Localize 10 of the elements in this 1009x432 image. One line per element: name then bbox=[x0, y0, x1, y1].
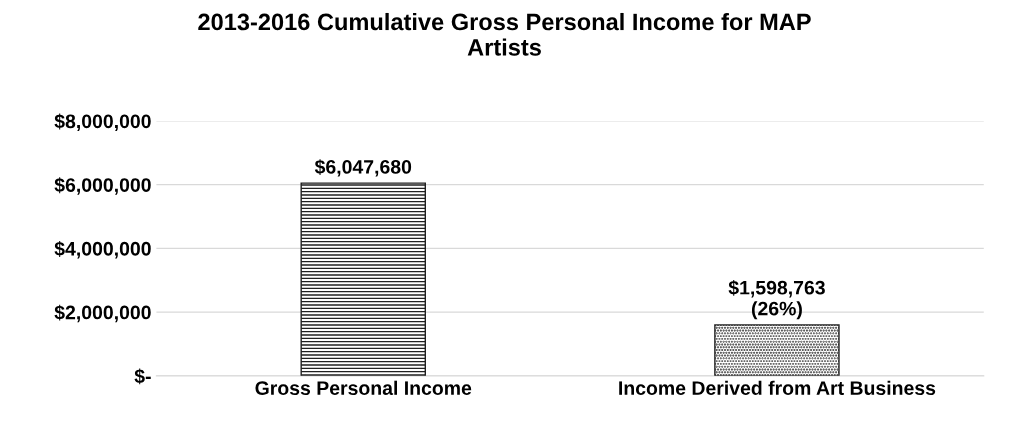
data-label: $1,598,763 (26%) bbox=[728, 279, 825, 320]
data-label: $6,047,680 bbox=[314, 159, 412, 177]
y-tick-label: $2,000,000 bbox=[54, 304, 151, 323]
chart-title: 2013-2016 Cumulative Gross Personal Income for MAP Artists bbox=[198, 12, 811, 56]
y-tick-label: $- bbox=[134, 368, 151, 385]
x-tick-label: Income Derived from Art Business bbox=[619, 380, 936, 395]
x-tick-label: Gross Personal Income bbox=[255, 380, 472, 395]
y-tick-label: $6,000,000 bbox=[54, 177, 151, 195]
y-tick-label: $8,000,000 bbox=[54, 113, 151, 132]
y-tick-label: $4,000,000 bbox=[54, 241, 151, 259]
